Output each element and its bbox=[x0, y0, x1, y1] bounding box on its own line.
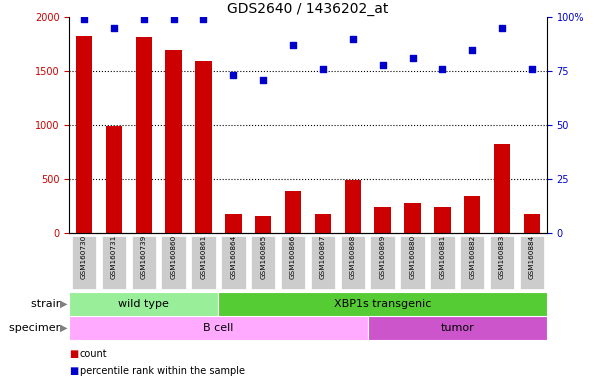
Bar bbox=[251, 236, 275, 289]
Point bbox=[527, 66, 537, 72]
Point bbox=[348, 36, 358, 42]
Title: GDS2640 / 1436202_at: GDS2640 / 1436202_at bbox=[227, 2, 389, 16]
Point bbox=[438, 66, 447, 72]
Text: GSM160865: GSM160865 bbox=[260, 235, 266, 279]
Bar bbox=[195, 61, 212, 233]
Text: GSM160860: GSM160860 bbox=[171, 235, 177, 279]
Bar bbox=[490, 236, 514, 289]
Text: GSM160869: GSM160869 bbox=[380, 235, 386, 279]
Bar bbox=[225, 214, 242, 233]
Bar bbox=[368, 316, 547, 340]
Point bbox=[378, 61, 388, 68]
Bar bbox=[136, 36, 152, 233]
Bar bbox=[523, 214, 540, 233]
Point bbox=[318, 66, 328, 72]
Bar bbox=[255, 216, 272, 233]
Text: specimen: specimen bbox=[9, 323, 66, 333]
Bar bbox=[400, 236, 425, 289]
Point bbox=[169, 17, 178, 23]
Bar bbox=[520, 236, 545, 289]
Text: ▶: ▶ bbox=[61, 323, 68, 333]
Bar bbox=[221, 236, 246, 289]
Text: GSM160739: GSM160739 bbox=[141, 235, 147, 279]
Bar bbox=[76, 36, 93, 233]
Text: ▶: ▶ bbox=[61, 299, 68, 309]
Text: percentile rank within the sample: percentile rank within the sample bbox=[80, 366, 245, 376]
Text: ■: ■ bbox=[69, 349, 78, 359]
Bar bbox=[162, 236, 186, 289]
Text: B cell: B cell bbox=[203, 323, 234, 333]
Bar bbox=[218, 292, 547, 316]
Text: GSM160731: GSM160731 bbox=[111, 235, 117, 279]
Text: GSM160866: GSM160866 bbox=[290, 235, 296, 279]
Point bbox=[79, 17, 89, 23]
Point bbox=[139, 17, 148, 23]
Bar bbox=[165, 50, 182, 233]
Text: GSM160867: GSM160867 bbox=[320, 235, 326, 279]
Bar bbox=[341, 236, 365, 289]
Bar bbox=[494, 144, 510, 233]
Point bbox=[258, 77, 268, 83]
Bar bbox=[132, 236, 156, 289]
Bar bbox=[285, 191, 301, 233]
Text: strain: strain bbox=[31, 299, 66, 309]
Point bbox=[468, 46, 477, 53]
Text: XBP1s transgenic: XBP1s transgenic bbox=[334, 299, 432, 309]
Bar bbox=[311, 236, 335, 289]
Bar bbox=[106, 126, 122, 233]
Bar bbox=[72, 236, 96, 289]
Bar bbox=[69, 292, 218, 316]
Bar bbox=[344, 180, 361, 233]
Point bbox=[407, 55, 417, 61]
Bar bbox=[370, 236, 395, 289]
Text: GSM160881: GSM160881 bbox=[439, 235, 445, 279]
Point bbox=[199, 17, 209, 23]
Bar bbox=[69, 316, 368, 340]
Bar bbox=[434, 207, 451, 233]
Text: ■: ■ bbox=[69, 366, 78, 376]
Point bbox=[109, 25, 119, 31]
Bar bbox=[404, 203, 421, 233]
Text: GSM160861: GSM160861 bbox=[201, 235, 207, 279]
Bar bbox=[315, 214, 331, 233]
Text: wild type: wild type bbox=[118, 299, 169, 309]
Text: GSM160730: GSM160730 bbox=[81, 235, 87, 279]
Text: GSM160864: GSM160864 bbox=[230, 235, 236, 279]
Point bbox=[497, 25, 507, 31]
Text: GSM160868: GSM160868 bbox=[350, 235, 356, 279]
Bar bbox=[281, 236, 305, 289]
Text: GSM160882: GSM160882 bbox=[469, 235, 475, 279]
Text: GSM160884: GSM160884 bbox=[529, 235, 535, 279]
Text: tumor: tumor bbox=[441, 323, 474, 333]
Bar bbox=[460, 236, 484, 289]
Text: count: count bbox=[80, 349, 108, 359]
Bar bbox=[191, 236, 216, 289]
Bar bbox=[374, 207, 391, 233]
Text: GSM160880: GSM160880 bbox=[409, 235, 415, 279]
Bar bbox=[102, 236, 126, 289]
Bar bbox=[430, 236, 454, 289]
Point bbox=[228, 72, 238, 78]
Point bbox=[288, 42, 298, 48]
Text: GSM160883: GSM160883 bbox=[499, 235, 505, 279]
Bar bbox=[464, 196, 480, 233]
